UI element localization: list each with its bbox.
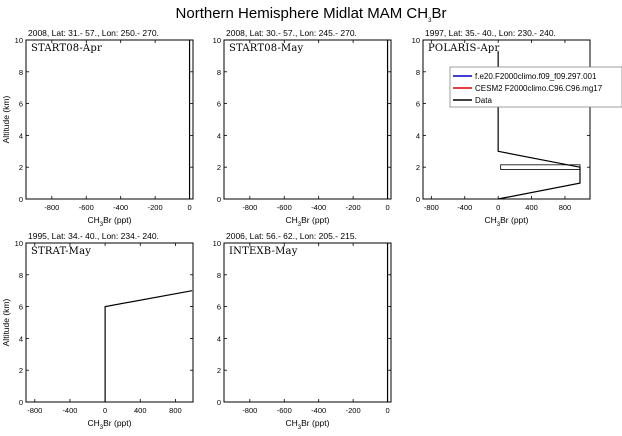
x-tick-label: 800 <box>559 203 572 212</box>
y-tick-label: 2 <box>19 163 23 172</box>
panel-caption: START08-Apr <box>31 43 102 54</box>
x-tick-label: -400 <box>311 203 326 212</box>
y-tick-label: 0 <box>217 398 221 407</box>
y-tick-label: 8 <box>416 68 420 77</box>
x-tick-label: -600 <box>79 203 94 212</box>
y-tick-label: 8 <box>19 68 23 77</box>
legend-box <box>449 66 622 108</box>
x-tick-label: 0 <box>187 203 191 212</box>
panel-header: 2008, Lat: 30.- 57., Lon: 245.- 270. <box>226 28 357 38</box>
panel-caption: INTEXB-May <box>229 246 298 257</box>
y-tick-label: 8 <box>217 271 221 280</box>
panel-5: 2006, Lat: 56.- 62., Lon: 205.- 215. -800… <box>213 231 392 431</box>
y-tick-label: 0 <box>416 195 420 204</box>
x-tick-label: -800 <box>242 203 257 212</box>
y-tick-label: 4 <box>19 334 23 343</box>
plot-frame <box>25 242 194 403</box>
y-tick-label: 4 <box>19 131 23 140</box>
data-range-box <box>500 164 581 170</box>
panel-header: 1997, Lat: 35.- 40., Lon: 230.- 240. <box>425 28 556 38</box>
y-tick-label: 8 <box>217 68 221 77</box>
y-tick-label: 2 <box>217 366 221 375</box>
x-tick-label: -800 <box>424 203 439 212</box>
x-axis-label: CH3Br (ppt) <box>88 215 132 228</box>
y-tick-label: 6 <box>19 100 23 109</box>
x-tick-label: 400 <box>525 203 538 212</box>
x-axis-label: CH3Br (ppt) <box>286 215 330 228</box>
panel-2: 2008, Lat: 30.- 57., Lon: 245.- 270. -800… <box>213 28 392 228</box>
legend-label: f.e20.F2000climo.f09_f09.297.001 <box>475 72 597 81</box>
x-tick-label: -800 <box>44 203 59 212</box>
y-tick-label: 6 <box>19 303 23 312</box>
panel-1: 2008, Lat: 31.- 57., Lon: 250.- 270. -800… <box>1 28 194 228</box>
x-tick-label: -200 <box>346 406 361 415</box>
y-tick-label: 4 <box>217 131 221 140</box>
x-tick-label: -800 <box>27 406 42 415</box>
plot-frame <box>223 242 392 403</box>
panel-caption: POLARIS-Apr <box>428 43 499 54</box>
x-tick-label: -200 <box>346 203 361 212</box>
plot-frame <box>422 39 591 200</box>
panel-3: 1997, Lat: 35.- 40., Lon: 230.- 240. -800… <box>412 28 622 228</box>
legend-label: Data <box>475 96 492 105</box>
panel-header: 2008, Lat: 31.- 57., Lon: 250.- 270. <box>28 28 159 38</box>
y-tick-label: 10 <box>213 239 221 248</box>
plot-frame <box>223 39 392 200</box>
y-axis-label: Altitude (km) <box>1 95 11 143</box>
panel-caption: START08-May <box>229 43 304 54</box>
panel-caption: STRAT-May <box>31 246 91 257</box>
y-tick-label: 10 <box>15 239 23 248</box>
x-tick-label: 400 <box>134 406 147 415</box>
panel-4: 1995, Lat: 34.- 40., Lon: 234.- 240. -800… <box>1 231 194 431</box>
y-tick-label: 10 <box>412 36 420 45</box>
y-tick-label: 0 <box>19 398 23 407</box>
figure-title: Northern Hemisphere Midlat MAM CH3Br <box>176 5 447 24</box>
y-tick-label: 10 <box>213 36 221 45</box>
x-tick-label: -200 <box>148 203 163 212</box>
x-tick-label: 0 <box>496 203 500 212</box>
x-tick-label: -600 <box>277 203 292 212</box>
y-tick-label: 2 <box>19 366 23 375</box>
x-tick-label: 800 <box>169 406 182 415</box>
x-tick-label: 0 <box>385 406 389 415</box>
y-tick-label: 8 <box>19 271 23 280</box>
y-tick-label: 0 <box>19 195 23 204</box>
y-tick-label: 10 <box>15 36 23 45</box>
x-tick-label: -400 <box>113 203 128 212</box>
x-axis-label: CH3Br (ppt) <box>286 418 330 431</box>
x-axis-label: CH3Br (ppt) <box>485 215 529 228</box>
y-tick-label: 6 <box>217 303 221 312</box>
y-tick-label: 6 <box>217 100 221 109</box>
x-tick-label: -400 <box>457 203 472 212</box>
y-tick-label: 2 <box>217 163 221 172</box>
plot-frame <box>25 39 194 200</box>
x-axis-label: CH3Br (ppt) <box>88 418 132 431</box>
x-tick-label: 0 <box>103 406 107 415</box>
legend-label: CESM2 F2000climo.C96.C96.mg17 <box>475 84 603 93</box>
panel-header: 2006, Lat: 56.- 62., Lon: 205.- 215. <box>226 231 357 241</box>
x-tick-label: -800 <box>242 406 257 415</box>
y-tick-label: 2 <box>416 163 420 172</box>
y-tick-label: 4 <box>416 131 420 140</box>
x-tick-label: -400 <box>62 406 77 415</box>
y-axis-label: Altitude (km) <box>1 298 11 346</box>
x-tick-label: -400 <box>311 406 326 415</box>
y-tick-label: 0 <box>217 195 221 204</box>
x-tick-label: 0 <box>385 203 389 212</box>
panel-header: 1995, Lat: 34.- 40., Lon: 234.- 240. <box>28 231 159 241</box>
y-tick-label: 6 <box>416 100 420 109</box>
series-line <box>497 51 581 200</box>
x-tick-label: -600 <box>277 406 292 415</box>
y-tick-label: 4 <box>217 334 221 343</box>
series-line <box>104 290 193 402</box>
